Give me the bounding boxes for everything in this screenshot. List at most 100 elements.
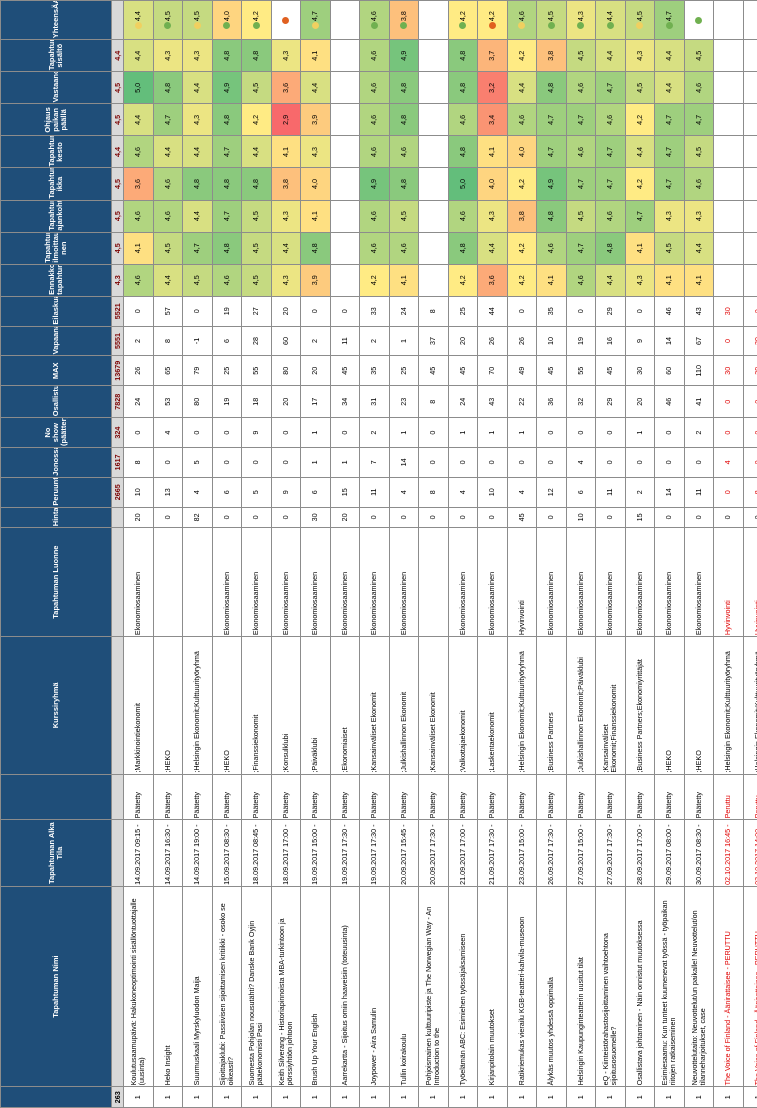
max-count: 55 — [241, 355, 271, 386]
table-row[interactable]: 1 Heko Insight 14.09.2017 16:30 - Päätetty;… — [153, 0, 183, 1108]
summary-row: 263 2665 1617 324 7828 13679 5551 5521 4… — [111, 0, 124, 1108]
rating-cell: 4,4 — [182, 135, 212, 168]
event-group: ;Markkinointiekonomit — [123, 636, 153, 775]
event-status: Päätetty — [566, 774, 596, 820]
rating-cell — [743, 264, 757, 297]
rating-cell: 4,6 — [359, 71, 389, 104]
rating-cell: 4,4 — [684, 232, 714, 265]
max-count: 45 — [330, 355, 360, 386]
col-r3[interactable]: Tapahtumapa ajankohta — [0, 200, 112, 233]
table-row[interactable]: 1 Neuvottelutaito: Neuvottelut/un paikall… — [684, 0, 714, 1108]
summary-noshow: 324 — [111, 417, 124, 448]
event-type: Ekonomiosaaminen — [359, 527, 389, 637]
col-group[interactable]: Kurssiryhmä — [0, 636, 112, 775]
col-noshow[interactable]: No show (päättery) — [0, 417, 112, 448]
summary-cancelled: 2665 — [111, 477, 124, 508]
table-row[interactable]: 1 Brush Up Your English 19.09.2017 15:00 -… — [300, 0, 330, 1108]
col-name[interactable]: Tapahtuman Nimi — [0, 886, 112, 1087]
event-start: 03.10.2017 14:00 - — [743, 819, 757, 887]
rating-cell: 4,5 — [182, 264, 212, 297]
col-r5[interactable]: Tapahtuman kesto — [0, 135, 112, 168]
col-creator[interactable]: Tapahtuman Luonne — [0, 527, 112, 637]
queue-count: 0 — [271, 447, 301, 478]
col-feedback[interactable]: Eilaskua — [0, 296, 112, 327]
free-count: 2 — [123, 326, 153, 356]
table-row[interactable]: 1 Helsingin Kaupunginteatterin uusitut ti… — [566, 0, 596, 1108]
col-r2[interactable]: Tapahtumasta ilmoittautumi nen — [0, 232, 112, 265]
event-status: Päätetty — [654, 774, 684, 820]
col-max[interactable]: MAX — [0, 355, 112, 386]
table-row[interactable]: 1 Keith Silverang - Historiapinnoista MBA… — [271, 0, 301, 1108]
cancelled-count: 4 — [182, 477, 212, 508]
status-dot-icon — [547, 22, 555, 30]
event-type: Ekonomiosaaminen — [566, 527, 596, 637]
table-row[interactable]: 1 Esimiesaamu: Kun tunteet kuumenevat työ… — [654, 0, 684, 1108]
col-cancelled[interactable]: Peruunt — [0, 477, 112, 508]
event-group: ;Kansainväliset Ekonomit;Finanssiekonomi… — [595, 636, 625, 775]
col-r8[interactable]: Tapahtuman sisältö — [0, 39, 112, 72]
rating-cell: 4,1 — [271, 135, 301, 168]
queue-count: 0 — [212, 447, 242, 478]
free-count: 14 — [654, 326, 684, 356]
row-index: 1 — [654, 1086, 684, 1108]
rating-cell: 4,7 — [566, 232, 596, 265]
event-group: ;Ekonomiaiset — [330, 636, 360, 775]
event-group: ;Business Partners;Ekonomiyrittäjät — [625, 636, 655, 775]
rating-cell: 3,7 — [477, 39, 507, 72]
table-row[interactable]: 1 Ratikriemukas vierailu KGB-teatteri-kah… — [507, 0, 537, 1108]
event-type: Hyvinvointi — [713, 527, 743, 637]
event-type: Ekonomiosaaminen — [654, 527, 684, 637]
table-row[interactable]: 1 Suomesta Pohjolan nousutähti? Danske Ba… — [241, 0, 271, 1108]
total-value: 4,6 — [516, 11, 526, 22]
attended-count: 8 — [418, 385, 448, 418]
total-value: 4,6 — [369, 11, 379, 22]
table-row[interactable]: 1 Koulutusaamupäivä: Hakukoneoptimointi s… — [123, 0, 153, 1108]
rating-cell: 4,2 — [507, 39, 537, 72]
rating-cell: 4,8 — [595, 232, 625, 265]
cancelled-count: 4 — [448, 477, 478, 508]
rating-cell — [330, 264, 360, 297]
table-row[interactable]: 1 Työelämän ABC: Esimiehen työssäjaksamis… — [448, 0, 478, 1108]
col-status[interactable] — [0, 774, 112, 820]
max-count: 25 — [389, 355, 419, 386]
table-row[interactable]: 1 Joypower - Aira Samulin 19.09.2017 17:30… — [359, 0, 389, 1108]
total-rating: 4,5 — [625, 0, 655, 40]
attended-count: 20 — [625, 385, 655, 418]
col-r4[interactable]: Tapahtumapa ikka — [0, 168, 112, 201]
event-start: 14.09.2017 19:00 - — [182, 819, 212, 887]
rating-cell — [418, 168, 448, 201]
table-row[interactable]: 1 Osallistava johtaminen - Näin onnistut … — [625, 0, 655, 1108]
table-row[interactable]: 1 Pohjoismainen kulttuuripiste ja The Nor… — [418, 0, 448, 1108]
status-dot-icon — [459, 22, 467, 30]
col-total[interactable]: YhteensÄA — [0, 0, 112, 40]
event-price: 0 — [713, 507, 743, 528]
table-row[interactable]: 1 eQ - Kiinteistörahastosijoittaminen vai… — [595, 0, 625, 1108]
rating-cell — [330, 232, 360, 265]
col-r1[interactable]: Ennakkotieto tapahtumasta — [0, 264, 112, 297]
max-count: 55 — [566, 355, 596, 386]
col-price[interactable]: Hinta — [0, 507, 112, 528]
col-r6[interactable]: Ohjaus paikan päällä — [0, 103, 112, 136]
event-name: Esimiesaamu: Kun tunteet kuumenevat työs… — [654, 886, 684, 1087]
event-group: ;Helsingin Ekonomit;Kulttuurityöryhmä — [713, 636, 743, 775]
table-row[interactable]: 1 Aarrekartta - Sijoitus omiin haaveisiin… — [330, 0, 360, 1108]
event-price: 0 — [536, 507, 566, 528]
status-dot-icon — [252, 22, 260, 30]
col-attended[interactable]: Osallistunut — [0, 385, 112, 418]
table-row[interactable]: 1 Tullin koirakoulu 20.09.2017 15:45 - Päät… — [389, 0, 419, 1108]
event-name: Koulutusaamupäivä: Hakukoneoptimointi si… — [123, 886, 153, 1087]
rating-cell: 4,6 — [566, 71, 596, 104]
col-r7[interactable]: Vastaanotto — [0, 71, 112, 104]
table-row[interactable]: 1 Sijoittajaklubi: Passiivisen sijoittami… — [212, 0, 242, 1108]
event-price: 0 — [212, 507, 242, 528]
table-row[interactable]: 1 Älykäs muutos yhdessä oppimalla 26.09.20… — [536, 0, 566, 1108]
event-name: Ratikriemukas vierailu KGB-teatteri-kahv… — [507, 886, 537, 1087]
col-free[interactable]: Vapaana — [0, 326, 112, 356]
table-row[interactable]: 1 Kirjanpitolain muutokset 21.09.2017 17:3… — [477, 0, 507, 1108]
col-queue[interactable]: Jonossa — [0, 447, 112, 478]
col-start[interactable]: Tapahtuman Alka Tila — [0, 819, 112, 887]
table-row[interactable]: 1 Suurmuskaali Myrskyluodon Maija 14.09.20… — [182, 0, 212, 1108]
rating-cell: 4,2 — [359, 264, 389, 297]
